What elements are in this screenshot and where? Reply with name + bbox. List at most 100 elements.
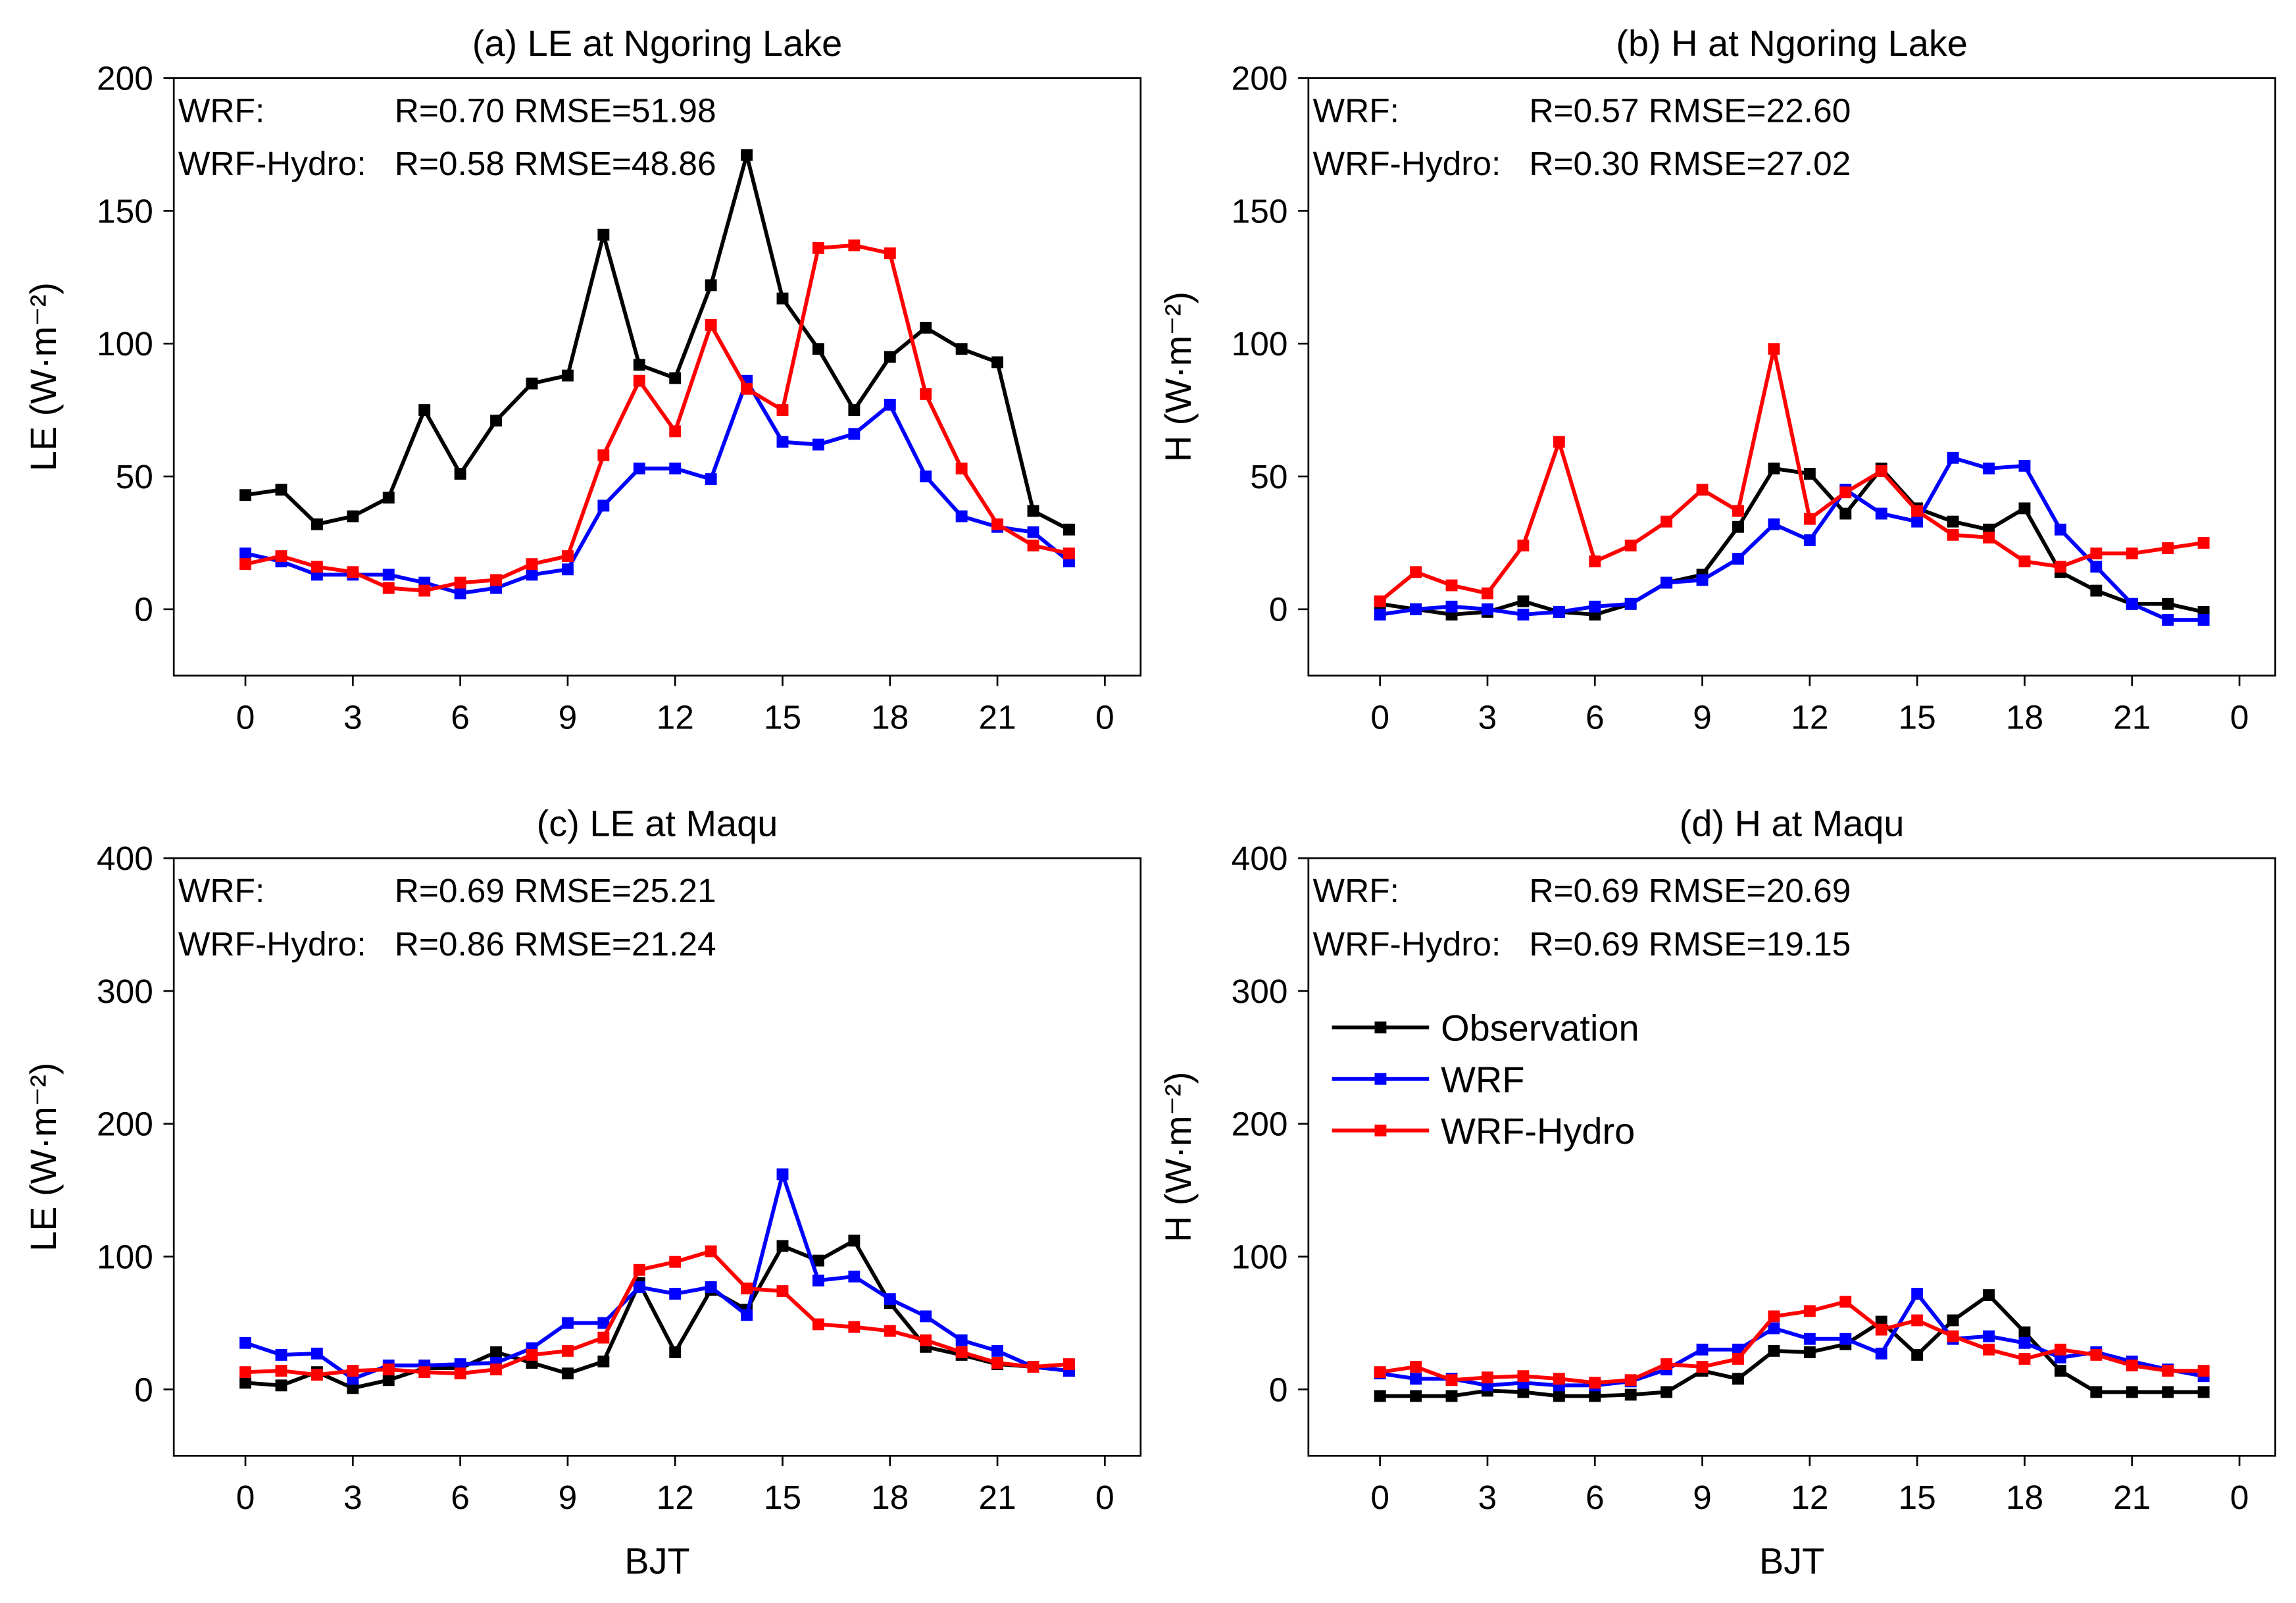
data-point xyxy=(955,343,968,355)
data-point xyxy=(705,318,717,331)
data-point xyxy=(2197,1365,2210,1377)
plot-frame xyxy=(172,857,1142,1457)
data-point xyxy=(275,1348,287,1361)
series-line xyxy=(245,1172,1070,1381)
data-point xyxy=(1947,528,1959,541)
data-point xyxy=(1624,598,1637,610)
data-point xyxy=(920,471,932,482)
x-tick-label: 6 xyxy=(1585,1478,1605,1516)
data-point xyxy=(239,1336,251,1349)
data-point xyxy=(2126,1386,2138,1398)
plot-frame xyxy=(172,77,1142,677)
data-point xyxy=(1410,1373,1422,1385)
x-tick-label: 6 xyxy=(451,698,470,736)
data-point xyxy=(382,569,395,581)
data-point xyxy=(955,1334,968,1346)
annotation-label: WRF-Hydro: xyxy=(178,925,366,963)
x-tick-label: 3 xyxy=(1478,1478,1497,1516)
data-point xyxy=(1983,1289,1995,1302)
data-point xyxy=(669,1256,682,1268)
data-point xyxy=(1027,526,1039,538)
data-point xyxy=(597,1317,610,1329)
data-point xyxy=(1482,1371,1493,1384)
data-point xyxy=(920,1310,932,1323)
data-point xyxy=(1374,608,1386,621)
data-point xyxy=(1660,515,1673,528)
data-point xyxy=(1589,600,1601,613)
data-point xyxy=(1983,1343,1995,1356)
data-point xyxy=(848,428,861,440)
x-tick-label: 18 xyxy=(871,698,909,736)
data-point xyxy=(2018,502,2031,515)
annotation-label: WRF: xyxy=(1313,91,1399,130)
x-tick-label: 0 xyxy=(1370,1478,1389,1516)
y-axis-label: H (W·m⁻²) xyxy=(1157,292,1199,462)
data-point xyxy=(275,484,287,496)
data-point xyxy=(955,510,968,522)
data-point xyxy=(1732,553,1744,565)
data-point xyxy=(812,343,824,355)
annotation-text: R=0.86 RMSE=21.24 xyxy=(395,925,716,963)
x-tick-label: 21 xyxy=(2113,1478,2151,1516)
data-point xyxy=(1983,1330,1995,1342)
legend-label: WRF-Hydro xyxy=(1441,1110,1635,1152)
x-tick-label: 6 xyxy=(451,1478,470,1516)
data-point xyxy=(1732,505,1744,517)
annotation-label: WRF: xyxy=(1313,871,1399,909)
data-point xyxy=(1768,343,1780,355)
x-tick-label: 18 xyxy=(871,1478,909,1516)
x-tick-label: 21 xyxy=(978,1478,1016,1516)
data-point xyxy=(526,377,538,390)
data-point xyxy=(991,1357,1004,1369)
annotation-text: R=0.30 RMSE=27.02 xyxy=(1529,144,1851,182)
data-point xyxy=(1875,507,1887,520)
data-point xyxy=(1875,1347,1887,1360)
x-tick-label: 15 xyxy=(764,1478,801,1516)
data-point xyxy=(991,518,1004,530)
data-point xyxy=(382,1363,395,1376)
x-tick-label: 0 xyxy=(1095,1478,1114,1516)
data-point xyxy=(2054,1365,2066,1377)
y-tick-label: 0 xyxy=(134,1370,153,1408)
data-point xyxy=(490,1346,502,1358)
annotation-label: WRF: xyxy=(178,871,264,909)
data-point xyxy=(705,1245,717,1258)
data-point xyxy=(1803,468,1816,480)
x-tick-label: 15 xyxy=(1899,698,1936,736)
data-point xyxy=(1983,462,1995,474)
data-point xyxy=(1517,540,1530,551)
data-point xyxy=(741,1309,753,1321)
annotation-text: R=0.58 RMSE=48.86 xyxy=(395,144,716,182)
data-point xyxy=(848,1234,861,1247)
data-point xyxy=(1445,579,1458,592)
series-line xyxy=(1380,466,2205,617)
legend-label: Observation xyxy=(1441,1007,1639,1048)
data-point xyxy=(1624,540,1637,551)
data-point xyxy=(2090,1348,2103,1361)
chart-title: (d) H at Maqu xyxy=(1680,803,1905,844)
data-point xyxy=(1696,1343,1709,1356)
data-point xyxy=(884,399,896,411)
x-tick-label: 15 xyxy=(764,698,801,736)
data-point xyxy=(1374,595,1386,607)
data-point xyxy=(776,436,789,448)
data-point xyxy=(239,1366,251,1379)
data-point xyxy=(2126,547,2138,560)
data-point xyxy=(669,372,682,384)
data-point xyxy=(1983,531,1995,544)
data-point xyxy=(1517,595,1530,607)
data-point xyxy=(1660,1386,1673,1398)
data-point xyxy=(1839,486,1852,499)
data-point xyxy=(526,569,538,581)
data-point xyxy=(311,561,323,573)
data-point xyxy=(1839,1296,1852,1308)
data-point xyxy=(1482,587,1493,599)
y-axis-label: LE (W·m⁻²) xyxy=(22,282,64,471)
x-axis-label: BJT xyxy=(624,1540,689,1581)
data-point xyxy=(1696,484,1709,496)
data-point xyxy=(2018,1326,2031,1338)
data-point xyxy=(812,242,824,254)
data-point xyxy=(884,1325,896,1337)
data-point xyxy=(669,425,682,438)
